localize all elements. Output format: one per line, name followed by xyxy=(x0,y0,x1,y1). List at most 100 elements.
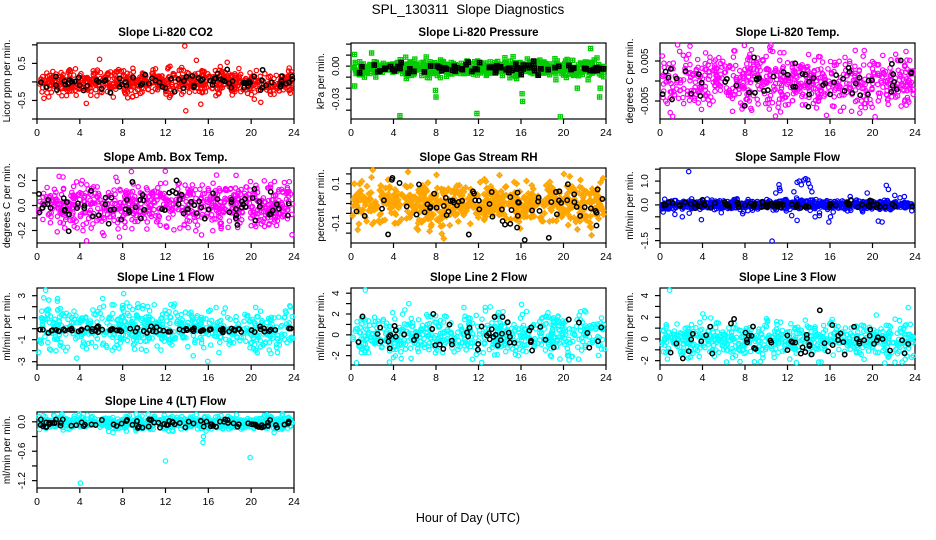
svg-text:20: 20 xyxy=(245,496,257,508)
svg-text:0.005: 0.005 xyxy=(640,48,651,73)
subplot-title: Slope Amb. Box Temp. xyxy=(104,152,228,164)
subplot-title: Slope Li-820 Pressure xyxy=(418,27,538,39)
svg-text:0: 0 xyxy=(348,251,354,263)
svg-text:0.0: 0.0 xyxy=(17,198,28,212)
svg-text:0.0: 0.0 xyxy=(640,198,651,212)
svg-text:24: 24 xyxy=(288,127,300,139)
svg-text:4: 4 xyxy=(391,127,397,139)
svg-text:0: 0 xyxy=(348,372,354,384)
svg-text:0: 0 xyxy=(657,127,663,139)
subplot-title: Slope Li-820 Temp. xyxy=(736,27,840,39)
svg-text:4: 4 xyxy=(700,127,706,139)
svg-text:4: 4 xyxy=(77,496,83,508)
subplot-title: Slope Line 3 Flow xyxy=(739,272,836,284)
svg-text:20: 20 xyxy=(867,127,879,139)
svg-text:2: 2 xyxy=(640,314,651,320)
series-overlay-points xyxy=(38,66,296,96)
subplot-li820-pressure: Slope Li-820 Pressure 0.00 -0.03 kPa per mi… xyxy=(316,27,612,139)
svg-text:24: 24 xyxy=(288,372,300,384)
svg-text:4: 4 xyxy=(640,292,651,298)
svg-text:12: 12 xyxy=(473,127,485,139)
series-overlay-points xyxy=(667,307,912,362)
series-overlay-points xyxy=(353,174,606,243)
svg-text:-0.6: -0.6 xyxy=(17,442,28,460)
svg-text:-1: -1 xyxy=(17,335,28,344)
series-primary-points xyxy=(349,166,607,243)
svg-text:0: 0 xyxy=(640,336,651,342)
svg-text:0.1: 0.1 xyxy=(331,176,342,190)
svg-text:8: 8 xyxy=(120,496,126,508)
svg-text:8: 8 xyxy=(433,372,439,384)
svg-text:16: 16 xyxy=(202,127,214,139)
svg-text:0: 0 xyxy=(34,496,40,508)
subplot-title: Slope Line 4 (LT) Flow xyxy=(105,396,226,408)
series-overlay-points xyxy=(37,323,294,336)
svg-text:16: 16 xyxy=(202,372,214,384)
svg-text:20: 20 xyxy=(245,372,257,384)
svg-text:-1.5: -1.5 xyxy=(640,232,651,250)
svg-text:24: 24 xyxy=(600,127,612,139)
svg-text:20: 20 xyxy=(558,251,570,263)
svg-text:16: 16 xyxy=(515,127,527,139)
svg-text:20: 20 xyxy=(245,127,257,139)
svg-text:12: 12 xyxy=(160,251,172,263)
subplot-title: Slope Line 1 Flow xyxy=(117,272,214,284)
svg-text:12: 12 xyxy=(160,127,172,139)
series-primary-points xyxy=(35,287,296,365)
subplot-title: Slope Line 2 Flow xyxy=(430,272,527,284)
svg-text:ml/min per min.: ml/min per min. xyxy=(625,171,636,239)
svg-text:0: 0 xyxy=(657,251,663,263)
svg-text:16: 16 xyxy=(824,127,836,139)
svg-text:-0.5: -0.5 xyxy=(17,91,28,109)
svg-text:12: 12 xyxy=(782,127,794,139)
svg-text:0: 0 xyxy=(34,127,40,139)
svg-text:8: 8 xyxy=(120,251,126,263)
series-primary-points xyxy=(350,45,607,120)
svg-text:percent per min.: percent per min. xyxy=(316,169,327,241)
svg-text:24: 24 xyxy=(600,251,612,263)
svg-text:4: 4 xyxy=(391,251,397,263)
svg-text:4: 4 xyxy=(700,251,706,263)
svg-text:ml/min per min.: ml/min per min. xyxy=(2,292,13,360)
svg-text:16: 16 xyxy=(824,372,836,384)
svg-text:4: 4 xyxy=(77,251,83,263)
svg-text:8: 8 xyxy=(742,372,748,384)
subplot-title: Slope Li-820 CO2 xyxy=(118,27,213,39)
series-primary-points xyxy=(658,287,917,366)
page-title: SPL_130311 Slope Diagnostics xyxy=(371,2,565,17)
svg-text:0.5: 0.5 xyxy=(17,56,28,70)
subplot-title: Slope Sample Flow xyxy=(735,152,840,164)
svg-text:ml/min per min.: ml/min per min. xyxy=(316,292,327,360)
svg-text:16: 16 xyxy=(202,251,214,263)
svg-text:4: 4 xyxy=(331,290,342,296)
svg-text:16: 16 xyxy=(202,496,214,508)
svg-text:20: 20 xyxy=(867,372,879,384)
svg-text:4: 4 xyxy=(391,372,397,384)
svg-text:-0.005: -0.005 xyxy=(640,86,651,115)
svg-text:20: 20 xyxy=(558,372,570,384)
subplot-line1-flow: Slope Line 1 Flow 3 1 -1 -3 ml/min per min. 0 4… xyxy=(2,272,300,384)
subplot-amb-box-temp: Slope Amb. Box Temp. 0.2 0.0 -0.2 degrees C … xyxy=(2,152,300,263)
subplot-li820-temp: Slope Li-820 Temp. 0.005 -0.005 degrees C p… xyxy=(625,27,921,139)
subplot-gas-stream-rh: Slope Gas Stream RH 0.1 -0.1 percent per mi… xyxy=(316,152,612,263)
svg-text:24: 24 xyxy=(909,251,921,263)
svg-text:-0.03: -0.03 xyxy=(331,87,342,110)
svg-text:12: 12 xyxy=(473,251,485,263)
svg-text:kPa per min.: kPa per min. xyxy=(316,53,327,109)
svg-text:-3: -3 xyxy=(17,357,28,366)
svg-text:4: 4 xyxy=(77,127,83,139)
svg-text:16: 16 xyxy=(824,251,836,263)
series-overlay-points xyxy=(659,54,915,110)
svg-text:0.00: 0.00 xyxy=(331,56,342,76)
series-overlay-points xyxy=(35,177,292,235)
subplot-li820-co2: Slope Li-820 CO2 0.5 -0.5 Licor ppm per min… xyxy=(2,27,300,139)
subplot-line4-lt-flow: Slope Line 4 (LT) Flow 0.0 -0.6 -1.2 ml/min … xyxy=(2,396,300,508)
series-overlay-points xyxy=(37,416,292,431)
svg-text:-0.2: -0.2 xyxy=(17,221,28,239)
svg-text:0.2: 0.2 xyxy=(17,173,28,187)
svg-text:12: 12 xyxy=(782,372,794,384)
svg-text:12: 12 xyxy=(782,251,794,263)
svg-text:0: 0 xyxy=(34,372,40,384)
